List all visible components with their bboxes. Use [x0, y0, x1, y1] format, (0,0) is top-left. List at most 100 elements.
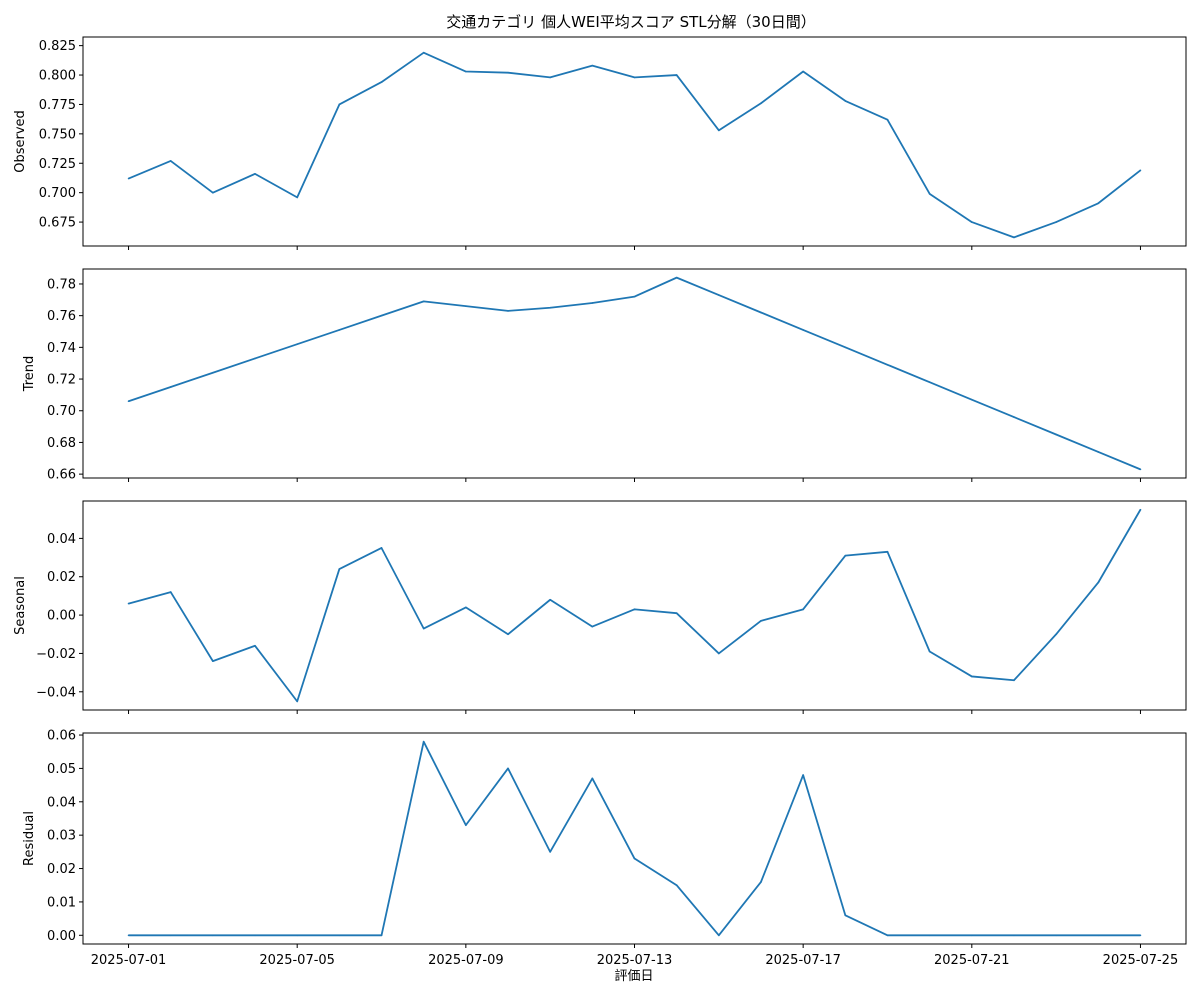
data-point [760, 102, 762, 105]
data-point [1139, 468, 1142, 471]
data-point [802, 70, 804, 73]
data-point [928, 193, 931, 195]
data-point [928, 934, 931, 937]
data-point [1139, 169, 1142, 172]
data-point [1139, 508, 1142, 511]
panel-observed: 0.675 0.700 0.725 0.750 0.775 0.800 0.825 Obser… [13, 36, 1187, 250]
data-point [1097, 581, 1100, 584]
data-point [802, 329, 804, 331]
data-point [633, 857, 636, 860]
data-point [338, 103, 341, 106]
data-point [127, 177, 130, 180]
y-tick-label: 0.800 [39, 69, 76, 84]
y-tick-label: 0.02 [47, 570, 76, 585]
data-point [928, 650, 931, 653]
y-axis-title: Seasonal [13, 576, 28, 635]
data-point [971, 398, 973, 401]
y-tick-label: −0.04 [36, 685, 76, 700]
y-tick-label: 0.76 [47, 309, 76, 324]
y-tick-label: 0.725 [39, 157, 76, 172]
data-point [760, 620, 762, 622]
panel-frame [82, 500, 1187, 711]
x-tick-label: 2025-07-01 [91, 953, 167, 968]
series-line-residual [128, 740, 1141, 937]
data-point [169, 934, 172, 937]
data-point [338, 329, 341, 331]
y-tick-label: 0.675 [39, 216, 76, 231]
data-point [760, 311, 762, 314]
data-point [1055, 633, 1057, 636]
data-point [718, 934, 720, 937]
data-point [338, 934, 341, 937]
data-point [675, 74, 678, 76]
y-tick-label: 0.00 [47, 929, 76, 944]
x-axis-title: 評価日 [614, 969, 653, 984]
panels-group: 0.675 0.700 0.725 0.750 0.775 0.800 0.825 Obser… [13, 36, 1187, 968]
data-point [1055, 433, 1057, 436]
data-point [338, 568, 341, 570]
x-tick-label: 2025-07-21 [934, 953, 1010, 968]
data-point [127, 602, 130, 605]
data-point [633, 76, 636, 79]
series-line-observed [128, 51, 1142, 239]
data-point [886, 118, 889, 121]
y-tick-label: 0.700 [39, 186, 76, 201]
data-point [591, 64, 594, 67]
data-point [380, 314, 383, 317]
data-point [254, 644, 256, 647]
data-point [971, 934, 973, 937]
y-axis-title: Trend [22, 356, 37, 393]
data-point [465, 606, 467, 609]
data-point [1013, 416, 1015, 418]
data-point [1139, 934, 1142, 937]
data-point [760, 881, 762, 883]
y-tick-label: 0.02 [47, 862, 76, 877]
data-point [591, 302, 594, 304]
y-tick-label: 0.775 [39, 98, 76, 113]
data-point [422, 51, 425, 54]
data-point [1055, 934, 1057, 937]
data-point [169, 160, 172, 162]
y-tick-label: 0.00 [47, 609, 76, 624]
data-point [633, 295, 636, 298]
y-tick-label: 0.66 [47, 468, 76, 483]
data-point [422, 300, 425, 303]
y-tick-label: 0.03 [47, 829, 76, 844]
data-point [549, 598, 551, 601]
x-tick-label: 2025-07-09 [428, 953, 504, 968]
data-point [254, 173, 256, 175]
data-point [802, 608, 804, 611]
data-point [507, 71, 509, 74]
data-point [675, 884, 678, 887]
data-point [844, 554, 847, 557]
data-point [971, 675, 973, 678]
data-point [886, 551, 889, 553]
data-point [296, 196, 298, 199]
data-point [422, 740, 425, 743]
y-tick-label: 0.78 [47, 277, 76, 292]
data-point [169, 386, 172, 388]
y-tick-label: 0.825 [39, 39, 76, 54]
panel-residual: 0.00 0.01 0.02 0.03 0.04 0.05 0.06 2025-07-01 20… [22, 729, 1187, 968]
data-point [549, 306, 551, 309]
data-point [212, 191, 214, 194]
chart-title: 交通カテゴリ 個人WEI平均スコア STL分解（30日間） [446, 13, 815, 31]
data-point [507, 633, 509, 636]
data-point [1097, 451, 1100, 453]
data-point [212, 371, 214, 374]
x-tick-label: 2025-07-17 [765, 953, 841, 968]
x-tick-label: 2025-07-05 [259, 953, 335, 968]
data-point [465, 824, 467, 826]
x-tick-label: 2025-07-13 [597, 953, 673, 968]
data-point [718, 294, 720, 296]
y-tick-label: 0.06 [47, 729, 76, 744]
data-point [422, 627, 425, 630]
panel-frame [82, 36, 1187, 247]
y-tick-label: 0.04 [47, 532, 76, 547]
data-point [886, 934, 889, 937]
data-point [886, 363, 889, 366]
data-point [718, 129, 720, 132]
data-point [1097, 202, 1100, 205]
data-point [844, 914, 847, 917]
